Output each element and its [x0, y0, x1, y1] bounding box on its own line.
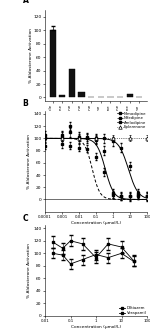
X-axis label: Concentration (μmol/L): Concentration (μmol/L) [71, 325, 121, 329]
Bar [50, 30, 56, 97]
Text: B: B [22, 99, 28, 108]
Y-axis label: % Aldosterone Activation: % Aldosterone Activation [29, 28, 33, 83]
Legend: Diltiazem, Verapamil: Diltiazem, Verapamil [119, 306, 146, 315]
Y-axis label: % Aldosterone Activation: % Aldosterone Activation [27, 134, 31, 189]
Bar [78, 92, 85, 97]
Text: C: C [22, 214, 28, 222]
Y-axis label: % Aldosterone Activation: % Aldosterone Activation [27, 243, 31, 298]
X-axis label: Concentration (μmol/L): Concentration (μmol/L) [71, 220, 121, 224]
Bar [59, 95, 66, 97]
Legend: Nimodipine, Nifedipine, Amlodipine, Eplerenone: Nimodipine, Nifedipine, Amlodipine, Eple… [117, 112, 146, 129]
Bar [69, 69, 75, 97]
Text: A: A [22, 0, 28, 5]
Bar [126, 94, 133, 97]
